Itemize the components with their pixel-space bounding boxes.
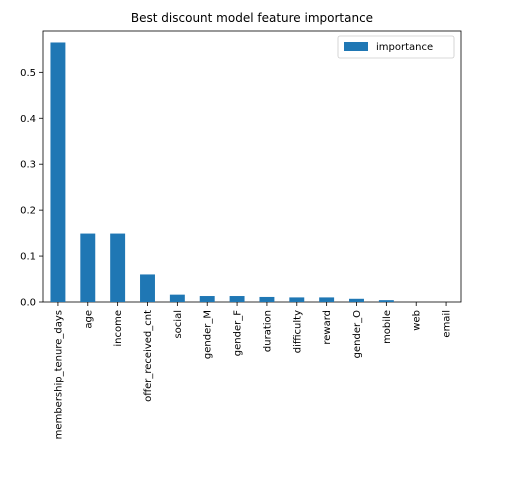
plot-frame [43,31,461,302]
x-tick-label: membership_tenure_days [53,310,64,439]
x-tick-label: difficulty [292,310,303,353]
bar-gender-M [200,296,215,302]
x-tick-label: mobile [382,310,393,344]
bars [50,42,393,302]
bar-social [170,295,185,302]
y-tick-label: 0.3 [20,160,36,171]
x-tick-label: social [173,310,184,339]
x-tick-label: gender_O [352,310,363,358]
x-tick-label: web [412,310,423,331]
bar-gender-F [230,296,245,302]
x-tick-label: age [83,310,94,329]
bar-duration [259,297,274,302]
x-tick-label: reward [322,310,333,345]
x-tick-label: income [113,310,124,347]
bar-age [80,234,95,302]
y-tick-label: 0.2 [20,206,36,217]
legend: importance [338,36,454,58]
bar-reward [319,297,334,302]
bar-gender-O [349,299,364,302]
x-tick-label: gender_F [233,310,244,356]
bar-offer-received-cnt [140,274,155,302]
chart-title: Best discount model feature importance [131,11,373,25]
x-tick-label: offer_received_cnt [143,310,154,402]
x-tick-label: gender_M [203,310,214,359]
x-axis: membership_tenure_days age income offer_rec… [53,302,452,439]
y-tick-label: 0.1 [20,252,36,263]
y-tick-label: 0.5 [20,68,36,79]
bar-membership-tenure-days [50,42,65,302]
x-tick-label: duration [262,310,273,352]
y-tick-label: 0.4 [20,114,36,125]
bar-mobile [379,300,394,302]
y-tick-label: 0.0 [20,298,36,309]
legend-label: importance [376,42,433,53]
y-axis: 0.0 0.1 0.2 0.3 0.4 0.5 [20,68,43,309]
bar-difficulty [289,297,304,302]
bar-income [110,234,125,302]
legend-swatch [344,42,368,51]
x-tick-label: email [442,310,453,338]
